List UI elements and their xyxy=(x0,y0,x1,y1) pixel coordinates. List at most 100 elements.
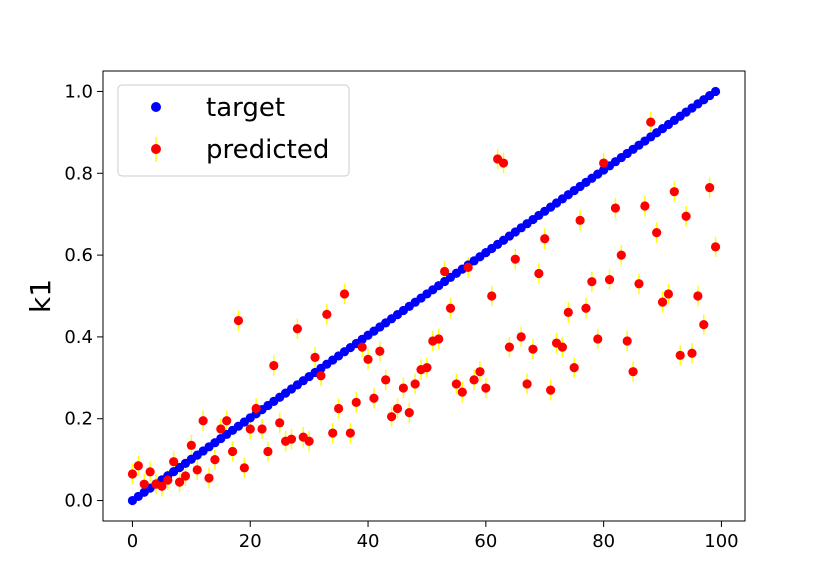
plot-frame xyxy=(102,70,746,522)
predicted-point xyxy=(157,481,167,491)
predicted-point xyxy=(392,403,403,414)
predicted-point xyxy=(634,279,644,289)
predicted-point xyxy=(540,234,550,244)
predicted-point xyxy=(269,360,279,371)
predicted-point xyxy=(292,324,302,334)
predicted-point xyxy=(375,346,385,356)
x-tick-label: 0 xyxy=(127,531,138,552)
predicted-point xyxy=(328,428,338,438)
predicted-point xyxy=(487,291,497,301)
predicted-point xyxy=(251,403,261,414)
predicted-point xyxy=(652,227,662,238)
predicted-point xyxy=(210,455,220,465)
predicted-point xyxy=(546,385,556,395)
predicted-point xyxy=(239,463,249,473)
predicted-point xyxy=(127,469,138,479)
predicted-point xyxy=(263,446,273,457)
predicted-point xyxy=(363,354,373,365)
predicted-point xyxy=(463,262,473,272)
predicted-point xyxy=(610,203,621,213)
predicted-point xyxy=(145,467,155,477)
predicted-point xyxy=(516,332,526,342)
predicted-point xyxy=(599,158,609,168)
predicted-point xyxy=(169,457,179,467)
x-tick-label: 80 xyxy=(592,531,615,552)
x-tick-label: 40 xyxy=(357,531,380,552)
predicted-point xyxy=(304,436,314,446)
predicted-point xyxy=(186,440,196,450)
predicted-series xyxy=(127,117,721,491)
predicted-point xyxy=(440,266,450,277)
predicted-point xyxy=(174,477,185,487)
predicted-point xyxy=(622,336,632,346)
predicted-point xyxy=(587,277,597,287)
predicted-point xyxy=(498,158,509,168)
predicted-point xyxy=(357,342,367,352)
legend-box xyxy=(117,84,350,177)
predicted-point xyxy=(451,379,461,389)
predicted-point xyxy=(504,342,515,352)
predicted-point xyxy=(663,289,674,299)
predicted-point xyxy=(180,471,191,481)
predicted-point xyxy=(699,320,709,330)
predicted-point xyxy=(257,424,267,434)
predicted-point xyxy=(710,242,721,252)
predicted-point xyxy=(522,379,532,389)
predicted-point xyxy=(204,473,214,483)
predicted-point xyxy=(445,303,456,313)
predicted-point xyxy=(163,475,173,485)
predicted-point xyxy=(286,434,297,444)
predicted-point xyxy=(681,211,691,221)
predicted-point xyxy=(646,117,656,127)
predicted-point xyxy=(628,367,638,377)
predicted-point xyxy=(216,424,226,434)
y-tick-label: 0.0 xyxy=(64,491,93,512)
predicted-point xyxy=(510,254,520,264)
y-tick-label: 0.6 xyxy=(64,245,93,266)
predicted-point xyxy=(469,375,479,385)
legend-label-predicted: predicted xyxy=(206,135,329,165)
predicted-point xyxy=(457,387,467,397)
predicted-point xyxy=(133,461,143,471)
predicted-point xyxy=(275,418,285,428)
x-tick-label: 20 xyxy=(239,531,262,552)
predicted-point xyxy=(528,344,538,354)
legend-marker-predicted xyxy=(151,144,161,154)
predicted-point xyxy=(369,393,379,403)
y-tick-label: 0.8 xyxy=(64,163,93,184)
x-tick-label: 100 xyxy=(704,531,738,552)
predicted-point xyxy=(198,416,208,426)
predicted-point xyxy=(351,397,361,407)
predicted-point xyxy=(422,362,432,373)
predicted-point xyxy=(481,383,491,393)
y-tick-label: 1.0 xyxy=(64,81,93,102)
predicted-point xyxy=(410,379,420,389)
predicted-point xyxy=(434,334,444,344)
predicted-point xyxy=(322,309,332,320)
predicted-point xyxy=(233,315,244,326)
predicted-point xyxy=(657,297,668,307)
target-point xyxy=(710,86,721,97)
predicted-point xyxy=(575,215,585,225)
x-axis: 0 20 40 60 80 100 xyxy=(127,521,739,552)
predicted-point xyxy=(563,307,573,317)
predicted-point xyxy=(387,412,397,422)
predicted-point xyxy=(404,407,414,418)
predicted-point xyxy=(345,428,355,438)
predicted-point xyxy=(705,182,715,193)
predicted-point xyxy=(227,446,238,457)
y-tick-label: 0.2 xyxy=(64,409,93,430)
predicted-point xyxy=(316,371,326,381)
predicted-point xyxy=(333,403,344,414)
predicted-point xyxy=(569,362,579,373)
predicted-point xyxy=(693,291,703,301)
legend-marker-target xyxy=(151,102,161,112)
predicted-point xyxy=(616,250,626,260)
predicted-point xyxy=(222,416,232,426)
predicted-point xyxy=(593,334,603,344)
predicted-point xyxy=(640,201,650,211)
predicted-point xyxy=(534,268,544,279)
legend: target predicted xyxy=(117,84,350,177)
predicted-point xyxy=(604,275,615,285)
